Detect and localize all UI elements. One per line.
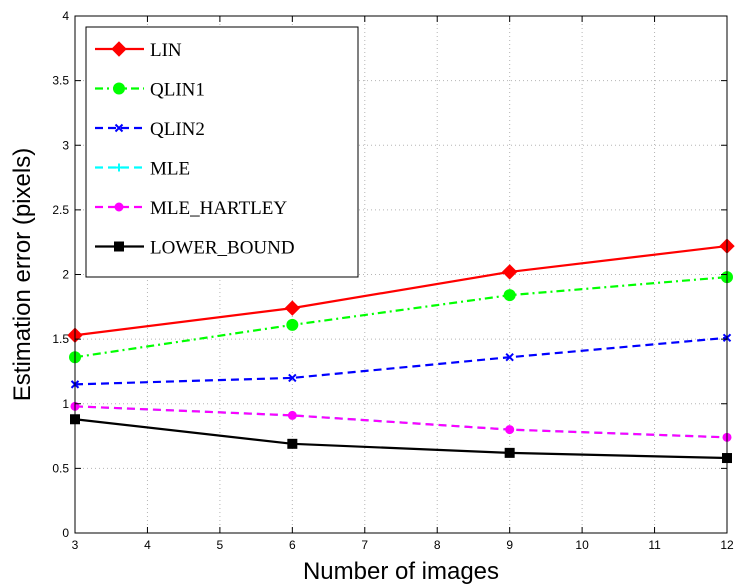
point-qlin1 <box>503 289 516 302</box>
series-line-qlin2 <box>74 336 728 386</box>
y-tick-label: 1.5 <box>52 332 69 346</box>
legend-marker-qlin1 <box>113 82 125 95</box>
x-tick-label: 11 <box>648 538 661 552</box>
series-line-qlin1 <box>74 275 728 359</box>
point-lin <box>284 300 301 316</box>
x-tick-label: 7 <box>361 538 368 552</box>
point-mle-hartley <box>287 410 297 420</box>
series-line-lower-bound <box>74 418 728 460</box>
point-qlin2 <box>288 373 297 383</box>
y-tick-label: 3 <box>62 138 69 152</box>
legend-marker-lower-bound <box>114 241 124 252</box>
point-lower-bound <box>287 438 298 449</box>
legend-label-mle-hartley: MLE_HARTLEY <box>150 198 287 219</box>
x-tick-label: 5 <box>217 538 224 552</box>
series-line-lin <box>74 244 728 337</box>
x-tick-label: 3 <box>72 538 79 552</box>
x-tick-label: 12 <box>720 538 734 552</box>
x-tick-label: 10 <box>575 538 589 552</box>
series-line-mle-hartley <box>74 405 728 439</box>
legend-label-qlin2: QLIN2 <box>150 119 205 140</box>
legend-label-qlin1: QLIN1 <box>150 80 205 101</box>
axis-ticks: 3 4 5 6 7 8 9 10 11 12 0 0.5 1 1.5 2 2.5 3 3.5 4 <box>52 9 734 552</box>
legend-marker-mle-hartley <box>114 202 124 212</box>
point-lower-bound <box>504 447 515 458</box>
legend-marker-qlin2 <box>114 123 124 133</box>
legend-box <box>85 26 359 278</box>
x-tick-label: 9 <box>506 538 513 552</box>
point-qlin2 <box>505 353 514 362</box>
legend: LIN QLIN1 QLIN2 MLE MLE_HARTLEY LOWER_BOUND <box>85 26 359 278</box>
y-tick-label: 1 <box>62 397 69 411</box>
y-tick-label: 2 <box>62 268 69 282</box>
legend-label-lin: LIN <box>150 40 182 61</box>
x-tick-label: 6 <box>289 538 296 552</box>
point-mle-hartley <box>505 425 515 435</box>
y-tick-label: 3.5 <box>52 74 69 88</box>
x-axis-label: Number of images <box>303 558 499 585</box>
legend-label-mle: MLE <box>150 159 190 180</box>
series-layer <box>67 238 735 464</box>
y-tick-label: 0 <box>62 526 69 540</box>
y-tick-label: 0.5 <box>52 461 69 475</box>
point-qlin1 <box>286 318 299 331</box>
x-tick-label: 8 <box>434 538 441 552</box>
y-tick-label: 2.5 <box>52 203 69 217</box>
legend-marker-mle <box>115 163 123 172</box>
y-tick-label: 4 <box>62 9 69 23</box>
point-lin <box>501 264 518 280</box>
y-axis-label: Estimation error (pixels) <box>9 148 36 401</box>
legend-label-lower-bound: LOWER_BOUND <box>150 238 295 259</box>
legend-marker-lin <box>111 41 127 57</box>
x-tick-label: 4 <box>144 538 151 552</box>
